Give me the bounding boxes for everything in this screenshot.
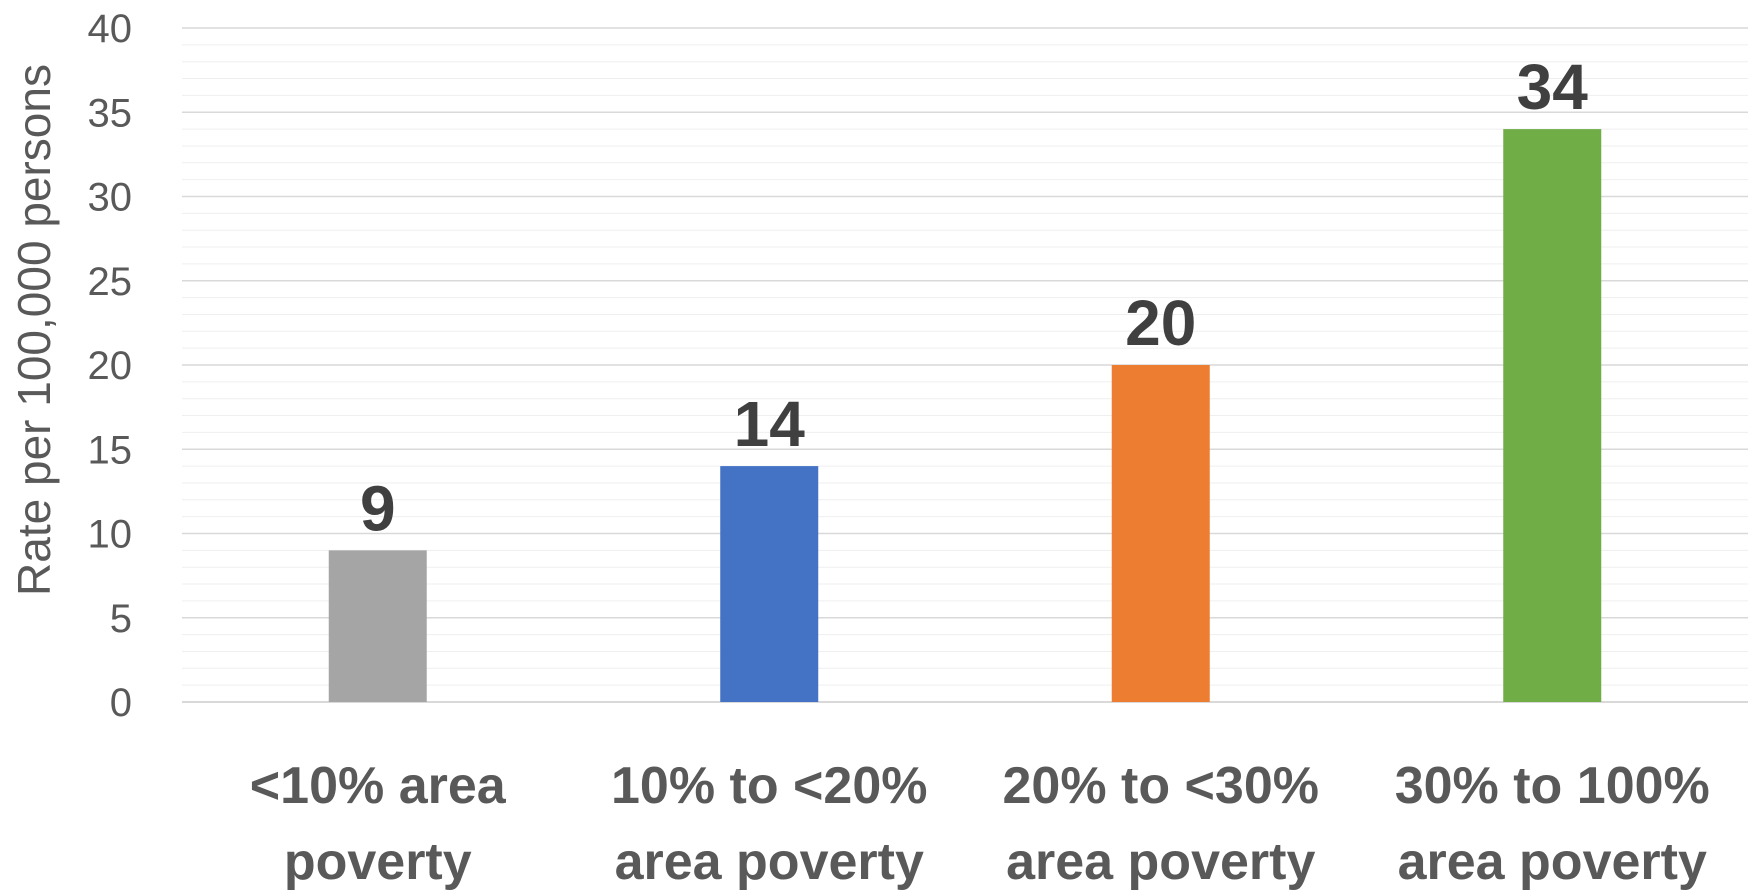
data-label: 34: [1517, 51, 1589, 123]
bars: [328, 129, 1602, 703]
x-category-label: area poverty: [615, 833, 924, 891]
bar: [720, 466, 819, 702]
x-axis-category-labels: <10% area poverty 10% to <20% area poverty 2…: [250, 757, 1710, 891]
y-tick-label: 10: [88, 513, 133, 557]
x-category-label: 20% to <30%: [1003, 757, 1320, 815]
y-tick-label: 0: [110, 681, 132, 725]
bar: [1503, 129, 1602, 703]
y-tick-label: 15: [88, 428, 133, 472]
x-category-label: 30% to 100%: [1395, 757, 1710, 815]
y-tick-label: 20: [88, 344, 133, 388]
data-label: 9: [360, 472, 396, 544]
data-label: 20: [1125, 287, 1196, 359]
minor-gridlines: [182, 44, 1748, 686]
x-category-label: area poverty: [1006, 833, 1315, 891]
bar: [1111, 365, 1210, 702]
y-tick-label: 35: [88, 91, 133, 135]
y-tick-label: 30: [88, 176, 133, 220]
data-label: 14: [734, 388, 806, 460]
x-category-label: 10% to <20%: [611, 757, 928, 815]
y-axis-label: Rate per 100,000 persons: [8, 64, 60, 596]
x-category-label: poverty: [284, 833, 472, 891]
y-tick-label: 40: [88, 7, 133, 51]
x-category-label: area poverty: [1398, 833, 1707, 891]
data-labels: 9 14 20 34: [360, 51, 1588, 544]
major-gridlines: [182, 27, 1748, 703]
y-axis-ticks: 0 5 10 15 20 25 30 35 40: [88, 7, 133, 725]
y-tick-label: 5: [110, 597, 132, 641]
bar: [328, 550, 427, 702]
x-category-label: <10% area: [250, 757, 507, 815]
y-tick-label: 25: [88, 260, 133, 304]
